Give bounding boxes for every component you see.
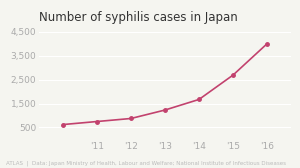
- Text: ATLAS  |  Data: Japan Ministry of Health, Labour and Welfare; National Institute: ATLAS | Data: Japan Ministry of Health, …: [6, 161, 286, 166]
- Text: Number of syphilis cases in Japan: Number of syphilis cases in Japan: [39, 11, 238, 24]
